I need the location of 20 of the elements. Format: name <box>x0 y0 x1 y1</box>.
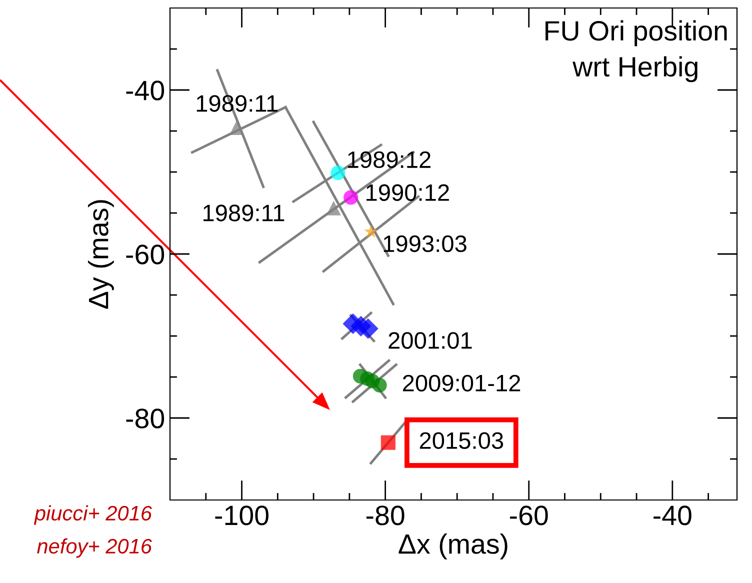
annotation: 1990:12 <box>366 184 449 201</box>
y-tick-label: -40 <box>126 80 164 100</box>
x-tick-label: -60 <box>510 506 548 526</box>
annotation: FU Ori position wrt Herbig <box>546 20 727 82</box>
annotation: 1989:11 <box>196 95 278 112</box>
x-tick-label: -80 <box>366 506 404 526</box>
x-tick-label: -40 <box>654 506 692 526</box>
annotation: 1989:11 <box>203 204 284 222</box>
y-axis-title: Δy (mas) <box>88 200 114 309</box>
annotation: 2001:01 <box>388 332 472 349</box>
x-tick-label: -100 <box>215 506 268 526</box>
y-tick-label: -60 <box>126 244 164 264</box>
annotation: 2015:03 <box>420 432 504 449</box>
x-axis-title: Δx (mas) <box>398 534 508 560</box>
text: piucci+ 2016 <box>34 505 152 525</box>
y-tick-label: -80 <box>126 408 164 428</box>
annotation: 1989:12 <box>348 151 430 168</box>
text: nefoy+ 2016 <box>37 538 152 558</box>
annotation: 2009:01-12 <box>402 374 520 392</box>
annotation: 1993:03 <box>384 235 466 252</box>
